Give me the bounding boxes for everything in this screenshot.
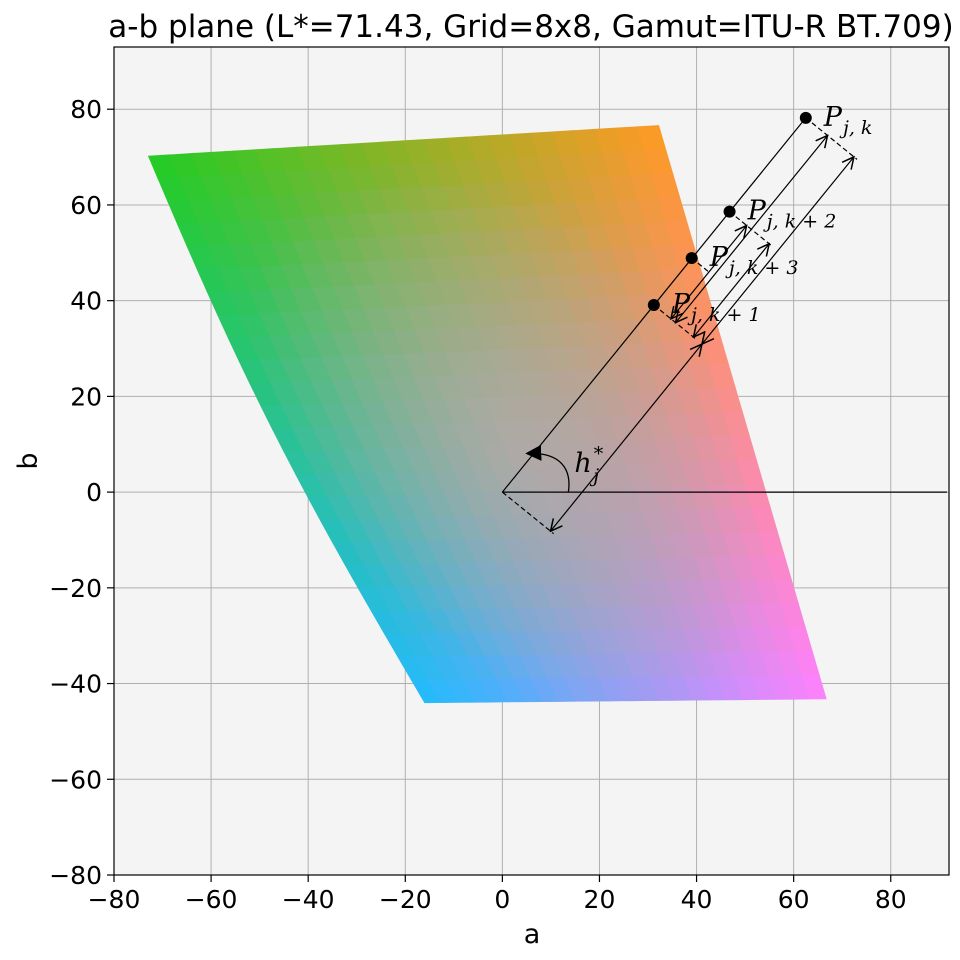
dimension-arrow-inner xyxy=(671,225,747,318)
hue-angle-arc xyxy=(525,444,570,493)
y-axis-label: b xyxy=(13,452,44,469)
y-tick-label: −60 xyxy=(49,765,102,794)
gamut-cell xyxy=(801,674,827,700)
x-tick-label: −80 xyxy=(88,885,141,914)
data-point xyxy=(723,205,736,218)
x-tick-label: 20 xyxy=(584,885,616,914)
y-tick-label: −80 xyxy=(49,861,102,890)
x-tick-label: 60 xyxy=(778,885,810,914)
x-tick-label: 40 xyxy=(681,885,713,914)
x-tick-label: 80 xyxy=(875,885,907,914)
dimension-tick xyxy=(805,117,858,160)
x-axis-label: a xyxy=(524,919,541,950)
y-tick-label: 0 xyxy=(86,478,102,507)
data-point xyxy=(685,252,698,265)
y-tick-label: 80 xyxy=(70,95,102,124)
y-tick-label: 40 xyxy=(70,287,102,316)
y-tick-label: 20 xyxy=(70,382,102,411)
plot-frame xyxy=(113,46,950,876)
y-tick-label: −40 xyxy=(49,670,102,699)
x-tick-label: −40 xyxy=(282,885,335,914)
data-point xyxy=(647,298,660,311)
chart-title: a-b plane (L*=71.43, Grid=8x8, Gamut=ITU… xyxy=(108,9,953,45)
x-tick-label: −60 xyxy=(185,885,238,914)
data-point xyxy=(799,111,812,124)
dimension-tick xyxy=(501,491,555,535)
x-tick-label: 0 xyxy=(494,885,510,914)
dimension-arrow-long xyxy=(551,344,702,531)
y-tick-label: 60 xyxy=(70,191,102,220)
y-tick-label: −20 xyxy=(49,574,102,603)
axis-ticks: −80 −60 −40 −20 0 20 40 60 80 −80 −60 −40 −20 0 20 40 60… xyxy=(49,95,906,914)
x-tick-label: −20 xyxy=(379,885,432,914)
arrow-annotations: h * j xyxy=(501,117,947,535)
